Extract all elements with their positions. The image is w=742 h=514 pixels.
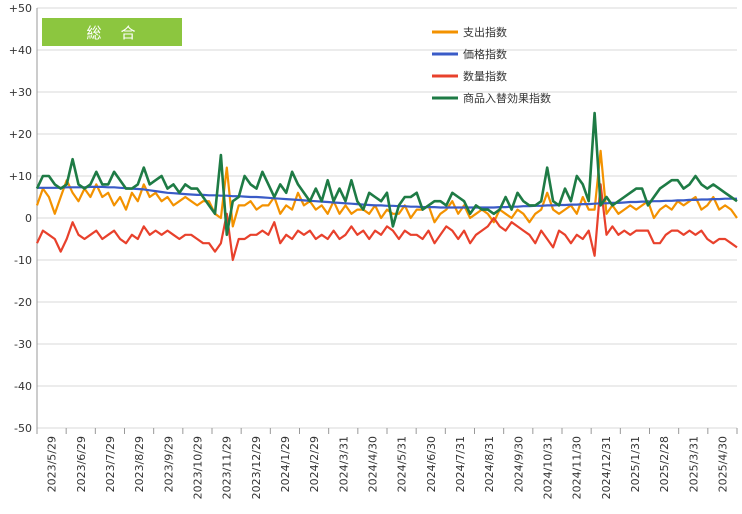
series-line-0 [35,149,738,228]
x-tick-label: 2024/9/30 [512,436,525,492]
legend-label: 価格指数 [463,47,507,61]
x-tick-label: 2024/12/31 [600,436,613,499]
x-tick-label: 2023/10/29 [191,436,204,499]
y-tick-label: +40 [9,44,32,57]
title-badge-text: 総 合 [86,24,137,42]
x-tick-label: 2025/3/31 [687,436,700,492]
series-line-2 [36,183,738,262]
x-tick-label: 2024/6/30 [425,436,438,492]
x-tick-label: 2024/8/31 [483,436,496,492]
x-tick-label: 2024/11/30 [571,436,584,499]
x-tick-label: 2023/7/29 [104,436,117,492]
legend-label: 商品入替効果指数 [463,91,551,105]
y-tick-label: -30 [14,338,32,351]
x-tick-label: 2024/5/31 [396,436,409,492]
y-tick-label: +10 [9,170,32,183]
y-tick-label: -40 [14,380,32,393]
y-tick-label: +50 [9,2,32,15]
x-tick-label: 2024/7/31 [454,436,467,492]
x-tick-label: 2023/12/29 [250,436,263,499]
y-tick-label: -50 [14,422,32,435]
x-tick-label: 2025/1/31 [629,436,642,492]
x-tick-label: 2024/1/29 [279,436,292,492]
series-line-3 [35,111,738,237]
x-tick-label: 2023/8/29 [133,436,146,492]
x-tick-label: 2024/10/31 [541,436,554,499]
series-lines [35,111,738,262]
y-tick-label: -20 [14,296,32,309]
x-tick-label: 2024/3/31 [337,436,350,492]
x-tick-label: 2023/5/29 [46,436,59,492]
legend-label: 数量指数 [463,69,507,83]
series-line-1 [37,185,737,209]
x-tick-label: 2024/2/29 [308,436,321,492]
x-tick-label: 2023/6/29 [75,436,88,492]
y-tick-label: +30 [9,86,32,99]
x-tick-label: 2025/4/30 [716,436,729,492]
y-tick-label: +20 [9,128,32,141]
x-tick-label: 2023/9/29 [162,436,175,492]
x-tick-label: 2024/4/30 [366,436,379,492]
y-tick-label: -10 [14,254,32,267]
chart-title-badge: 総 合 [42,18,182,46]
grid-lines [37,7,737,429]
x-tick-label: 2023/11/29 [221,436,234,499]
legend-label: 支出指数 [463,25,507,39]
axes: +50 +40 +30 +20 +10 0 -10 -20 -30 -40 -50 2023/5/29… [9,2,738,499]
x-tick-label: 2025/2/28 [658,436,671,492]
y-tick-label: 0 [25,212,32,225]
title-badge-background [42,18,182,46]
